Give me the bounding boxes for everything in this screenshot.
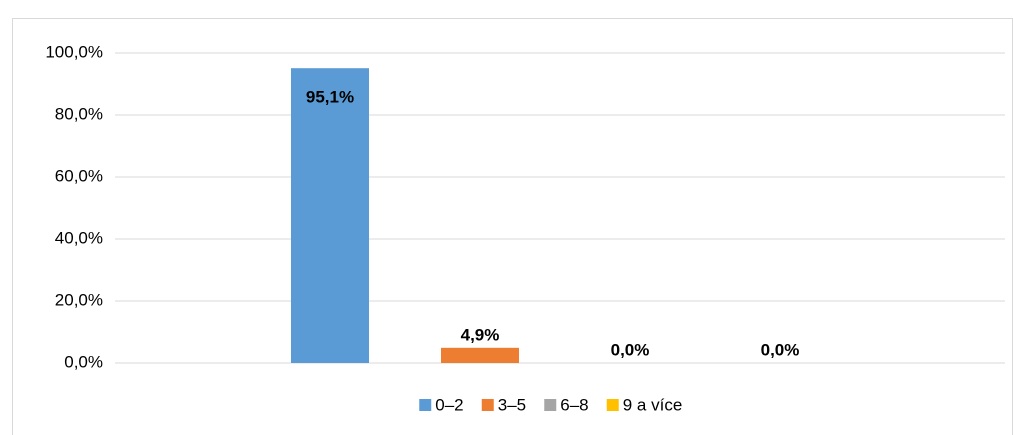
bar bbox=[441, 347, 519, 363]
data-label: 4,9% bbox=[461, 325, 500, 344]
chart-border bbox=[12, 18, 1013, 435]
bar bbox=[291, 68, 369, 363]
data-label: 0,0% bbox=[611, 340, 650, 359]
data-label: 0,0% bbox=[761, 340, 800, 359]
y-tick-label: 60,0% bbox=[55, 166, 103, 185]
legend-label: 9 a více bbox=[623, 395, 683, 414]
legend-label: 0–2 bbox=[435, 395, 463, 414]
legend-swatch bbox=[481, 399, 494, 411]
y-tick-label: 40,0% bbox=[55, 228, 103, 247]
legend-swatch bbox=[419, 399, 432, 411]
legend-swatch bbox=[544, 399, 557, 411]
legend-swatch bbox=[606, 399, 619, 411]
legend-label: 3–5 bbox=[498, 395, 526, 414]
y-tick-label: 80,0% bbox=[55, 104, 103, 123]
y-tick-label: 20,0% bbox=[55, 290, 103, 309]
data-label: 95,1% bbox=[306, 88, 354, 107]
y-tick-label: 100,0% bbox=[45, 42, 103, 61]
y-tick-label: 0,0% bbox=[64, 352, 103, 371]
legend-label: 6–8 bbox=[560, 395, 588, 414]
